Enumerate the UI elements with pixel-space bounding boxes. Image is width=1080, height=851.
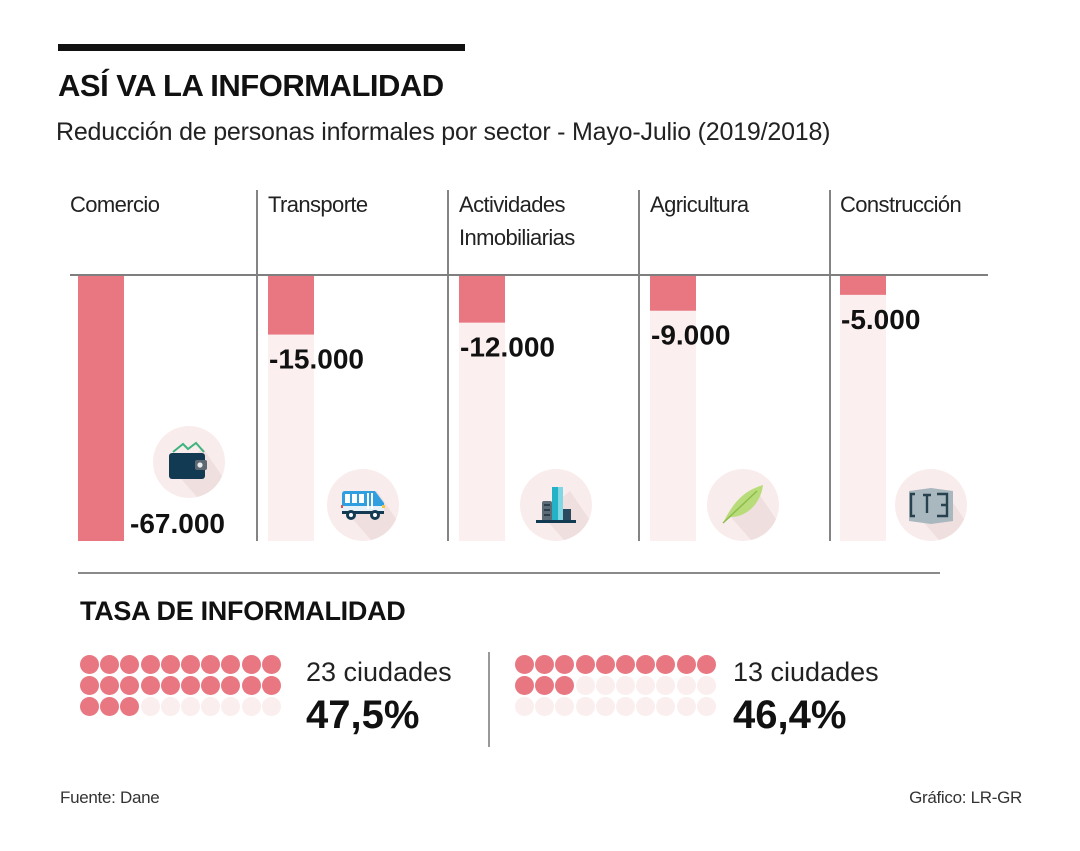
floor-plan-icon: [895, 469, 967, 541]
credit-note: Gráfico: LR-GR: [909, 788, 1022, 807]
category-label: Comercio: [70, 192, 160, 217]
dot-filled: [616, 655, 635, 674]
dot-filled: [221, 676, 241, 695]
dot-filled: [201, 655, 221, 674]
dot-empty: [676, 697, 696, 716]
dot-empty: [575, 697, 595, 716]
dot-filled: [100, 655, 120, 674]
dot-filled: [555, 655, 575, 674]
dot-empty: [201, 697, 221, 716]
rate-block-13-cities: 13 ciudades 46,4%: [515, 655, 915, 737]
dot-empty: [616, 697, 635, 716]
rate-value: 47,5%: [306, 693, 420, 737]
rate-section-title: TASA DE INFORMALIDAD: [80, 596, 406, 626]
dot-filled: [515, 655, 534, 674]
dot-filled: [140, 655, 160, 674]
bus-icon: [327, 469, 399, 541]
dot-empty: [656, 676, 676, 695]
dot-filled: [241, 676, 261, 695]
category-label: Actividades: [459, 192, 566, 217]
dot-filled: [100, 676, 120, 695]
dot-filled: [80, 676, 99, 695]
bar-construcción: [840, 276, 886, 295]
dot-filled: [80, 655, 99, 674]
wallet-icon: [153, 426, 225, 498]
bar-track: [840, 276, 886, 541]
rate-value: 46,4%: [733, 693, 847, 737]
category-label: Agricultura: [650, 192, 750, 217]
dot-filled: [140, 676, 160, 695]
bar-track: [650, 276, 696, 541]
dot-filled: [160, 655, 180, 674]
category-label: Inmobiliarias: [459, 225, 575, 250]
data-label: -15.000: [269, 344, 364, 375]
dot-filled: [555, 676, 575, 695]
dot-empty: [616, 676, 635, 695]
dot-filled: [201, 676, 221, 695]
dot-empty: [241, 697, 261, 716]
dot-empty: [160, 697, 180, 716]
bar-chart: Comercio -67.000 Transporte -15.000 Activida…: [70, 190, 988, 541]
dot-filled: [120, 655, 140, 674]
dot-empty: [181, 697, 200, 716]
rate-divider: [488, 652, 490, 747]
dot-empty: [575, 676, 595, 695]
dot-filled: [160, 676, 180, 695]
page-title: ASÍ VA LA INFORMALIDAD: [58, 68, 444, 103]
bar-agricultura: [650, 276, 696, 311]
dot-filled: [535, 676, 555, 695]
data-label: -9.000: [651, 320, 730, 351]
dot-empty: [555, 697, 575, 716]
section-divider: [78, 572, 940, 574]
data-label: -12.000: [460, 332, 555, 363]
rate-block-23-cities: 23 ciudades 47,5%: [80, 655, 480, 737]
bar-transporte: [268, 276, 314, 335]
dot-empty: [636, 676, 656, 695]
dot-empty: [140, 697, 160, 716]
dot-empty: [676, 676, 696, 695]
top-rule: [58, 44, 465, 51]
buildings-icon: [520, 469, 592, 541]
dot-filled: [676, 655, 696, 674]
dot-empty: [696, 697, 716, 716]
rate-caption: 23 ciudades: [306, 657, 452, 687]
dot-filled: [696, 655, 716, 674]
dot-filled: [261, 655, 281, 674]
page-subtitle: Reducción de personas informales por sec…: [56, 118, 831, 146]
source-note: Fuente: Dane: [60, 788, 160, 807]
data-label: -5.000: [841, 304, 920, 335]
dot-filled: [80, 697, 99, 716]
dot-empty: [696, 676, 716, 695]
dot-filled: [120, 697, 140, 716]
category-label: Construcción: [840, 192, 961, 217]
dot-filled: [181, 655, 200, 674]
bar-actividades-inmobiliarias: [459, 276, 505, 323]
dot-filled: [575, 655, 595, 674]
dot-empty: [595, 697, 615, 716]
category-label: Transporte: [268, 192, 368, 217]
data-label: -67.000: [130, 508, 225, 539]
dot-filled: [515, 676, 534, 695]
dot-filled: [535, 655, 555, 674]
dot-empty: [595, 676, 615, 695]
dot-empty: [656, 697, 676, 716]
dot-filled: [261, 676, 281, 695]
dot-empty: [221, 697, 241, 716]
rate-caption: 13 ciudades: [733, 657, 879, 687]
dot-filled: [241, 655, 261, 674]
dot-empty: [515, 697, 534, 716]
dot-empty: [261, 697, 281, 716]
dot-filled: [656, 655, 676, 674]
dot-filled: [120, 676, 140, 695]
bar-comercio: [78, 276, 124, 541]
dot-filled: [636, 655, 656, 674]
leaf-icon: [707, 469, 779, 541]
dot-filled: [100, 697, 120, 716]
dot-filled: [595, 655, 615, 674]
dot-filled: [221, 655, 241, 674]
dot-empty: [535, 697, 555, 716]
dot-empty: [636, 697, 656, 716]
dot-filled: [181, 676, 200, 695]
